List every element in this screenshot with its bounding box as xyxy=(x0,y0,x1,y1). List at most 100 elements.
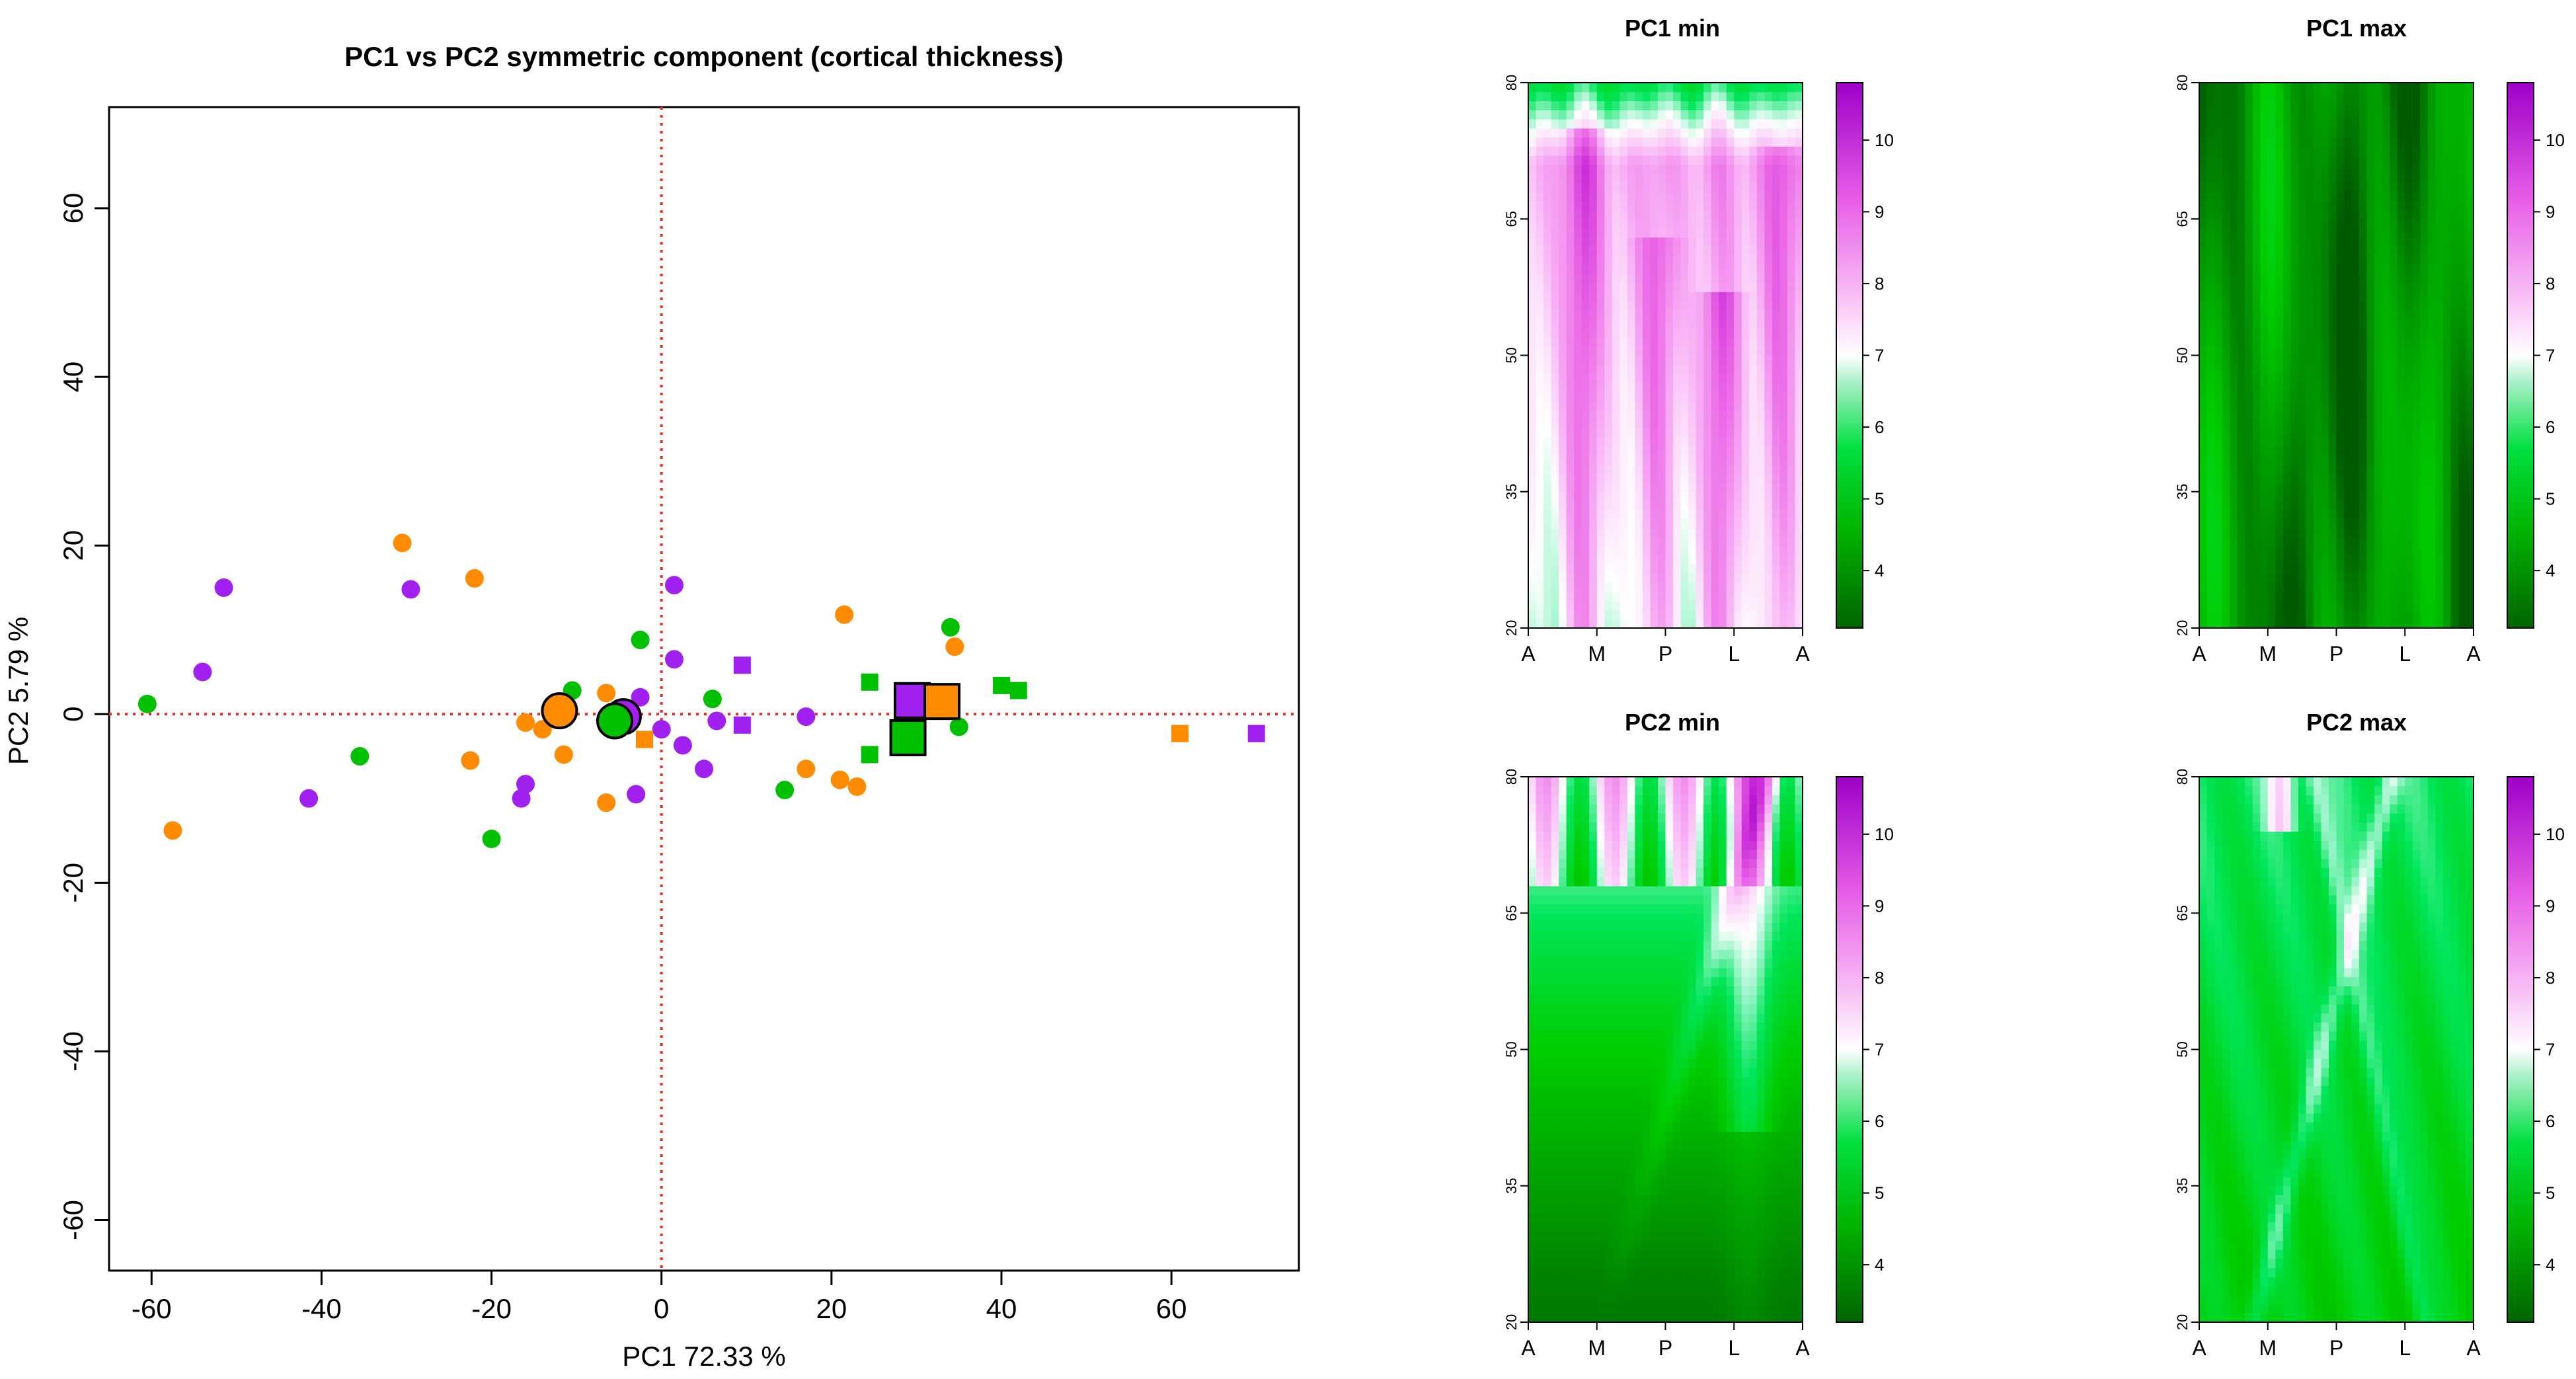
heatmap-cell xyxy=(2290,346,2299,356)
heatmap-cell xyxy=(2450,228,2459,238)
heatmap-cell xyxy=(1635,364,1643,374)
heatmap-cell xyxy=(1551,301,1559,311)
heatmap-cell xyxy=(2206,610,2215,619)
heatmap-cell xyxy=(1528,1313,1537,1323)
heatmap-cell xyxy=(1596,246,1605,256)
heatmap-cell xyxy=(1559,1231,1567,1241)
heatmap-cell xyxy=(1581,1222,1590,1232)
heatmap-cell xyxy=(1620,1249,1628,1259)
heatmap-cell xyxy=(1711,1195,1719,1204)
heatmap-cell xyxy=(1665,319,1674,329)
heatmap-cell xyxy=(1795,337,1803,347)
heatmap-cell xyxy=(1589,1204,1598,1214)
heatmap-cell xyxy=(2427,91,2436,102)
heatmap-cell xyxy=(1726,273,1735,284)
heatmap-cell xyxy=(2351,555,2360,565)
heatmap-cell xyxy=(1772,1222,1781,1232)
heatmap-cell xyxy=(1787,619,1796,629)
heatmap-cell xyxy=(2344,83,2353,93)
heatmap-cell xyxy=(1566,137,1575,147)
heatmap-cell xyxy=(2245,182,2253,192)
heatmap-cell xyxy=(2412,219,2421,229)
heatmap-cell xyxy=(1665,401,1674,411)
heatmap-cell xyxy=(1620,210,1628,219)
heatmap-cell xyxy=(1612,410,1620,420)
heatmap-cell xyxy=(1574,1231,1582,1241)
heatmap-cell xyxy=(1642,483,1651,492)
heatmap-cell xyxy=(2366,455,2375,465)
heatmap-cell xyxy=(2390,192,2398,202)
heatmap-cell xyxy=(1734,582,1742,592)
heatmap-cell xyxy=(1620,319,1628,329)
heatmap-cell xyxy=(1688,564,1697,574)
heatmap-cell xyxy=(2237,228,2245,238)
heatmap-cell xyxy=(1574,592,1582,602)
heatmap-cell xyxy=(2405,519,2413,529)
heatmap-cell xyxy=(2214,401,2223,411)
heatmap-cell xyxy=(1596,418,1605,429)
heatmap-cell xyxy=(2313,619,2322,629)
heatmap-cell xyxy=(2267,428,2276,438)
heatmap-cell xyxy=(2275,391,2284,401)
heatmap-cell xyxy=(1657,219,1666,229)
heatmap-cell xyxy=(1665,364,1674,374)
heatmap-cell xyxy=(1665,610,1674,619)
heatmap-cell xyxy=(2359,455,2368,465)
heatmap-cell xyxy=(1589,164,1598,175)
heatmap-cell xyxy=(1650,91,1659,102)
heatmap-cell xyxy=(1635,1267,1643,1277)
heatmap-cell xyxy=(2222,410,2230,420)
heatmap-cell xyxy=(2374,546,2383,556)
heatmap-cell xyxy=(1657,446,1666,456)
heatmap-cell xyxy=(1711,418,1719,429)
heatmap-cell xyxy=(1779,100,1788,110)
heatmap-cell xyxy=(1551,491,1559,502)
heatmap-cell xyxy=(2351,91,2360,102)
heatmap-cell xyxy=(1696,319,1704,329)
heatmap-cell xyxy=(2427,573,2436,583)
heatmap-cell xyxy=(2275,600,2284,611)
heatmap-cell xyxy=(2405,473,2413,483)
heatmap-cell xyxy=(1596,1249,1605,1259)
heatmap-cell xyxy=(1756,401,1765,411)
heatmap-cell xyxy=(1551,146,1559,156)
heatmap-cell xyxy=(2245,292,2253,301)
heatmap-cell xyxy=(2290,137,2299,147)
heatmap-cell xyxy=(2374,255,2383,265)
heatmap-cell xyxy=(2442,228,2452,238)
heatmap-cell xyxy=(2298,319,2306,329)
heatmap-cell xyxy=(1596,382,1605,393)
heatmap-cell xyxy=(2397,510,2405,520)
heatmap-cell xyxy=(2306,83,2314,93)
heatmap-cell xyxy=(1741,473,1750,483)
heatmap-cell xyxy=(1688,137,1697,147)
heatmap-cell xyxy=(2344,537,2353,547)
heatmap-cell xyxy=(1688,500,1697,510)
heatmap-cell xyxy=(1741,401,1750,411)
heatmap-cell xyxy=(2206,437,2215,447)
heatmap-cell xyxy=(1673,128,1682,138)
heatmap-cell xyxy=(2260,391,2269,401)
x-axis-label: PC1 72.33 % xyxy=(622,1341,786,1372)
heatmap-cell xyxy=(2222,437,2230,447)
heatmap-cell xyxy=(2290,219,2299,229)
heatmap-cell xyxy=(2344,428,2353,438)
heatmap-cell xyxy=(1604,455,1613,465)
heatmap-cell xyxy=(1566,164,1575,175)
heatmap-cell xyxy=(2222,155,2230,165)
heatmap-cell xyxy=(1543,528,1552,538)
heatmap-cell xyxy=(2237,537,2245,547)
heatmap-cell xyxy=(2206,364,2215,374)
heatmap-cell xyxy=(2390,210,2398,219)
heatmap-cell xyxy=(2458,382,2467,393)
heatmap-cell xyxy=(2351,255,2360,265)
heatmap-cell xyxy=(2420,273,2429,284)
heatmap-cell xyxy=(1680,564,1689,574)
heatmap-cell xyxy=(1627,1213,1635,1223)
heatmap-cell xyxy=(1612,264,1620,274)
heatmap-cell xyxy=(2313,173,2322,183)
heatmap-cell xyxy=(1620,483,1628,492)
y-tick-label: 20 xyxy=(58,530,89,561)
heatmap-cell xyxy=(2328,600,2337,611)
